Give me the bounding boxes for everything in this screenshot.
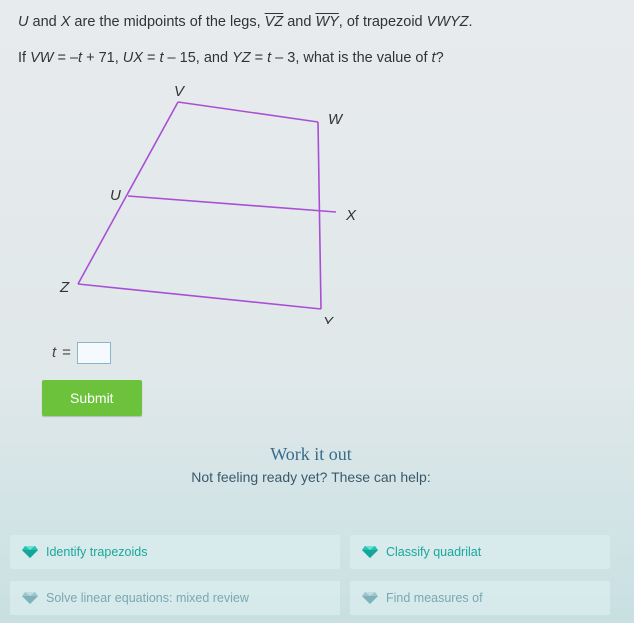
gem-icon <box>22 591 38 605</box>
svg-text:U: U <box>110 187 121 204</box>
help-link-label: Identify trapezoids <box>46 545 147 559</box>
help-link-solve-linear-equations[interactable]: Solve linear equations: mixed review <box>10 581 340 615</box>
answer-var: t <box>52 344 56 361</box>
svg-text:X: X <box>345 207 357 224</box>
work-it-out-subtitle: Not feeling ready yet? These can help: <box>18 469 604 485</box>
help-link-label: Solve linear equations: mixed review <box>46 591 249 605</box>
help-links: Identify trapezoids Classify quadrilat S… <box>10 535 634 615</box>
gem-icon <box>22 545 38 559</box>
answer-row: t = <box>52 342 634 364</box>
svg-text:Y: Y <box>323 314 334 324</box>
trapezoid-diagram: V W U X Z Y <box>38 84 378 324</box>
help-link-find-measures[interactable]: Find measures of <box>350 581 610 615</box>
problem-line-1: U and X are the midpoints of the legs, V… <box>18 12 634 34</box>
answer-input[interactable] <box>77 342 111 364</box>
svg-text:Z: Z <box>59 279 70 296</box>
submit-button[interactable]: Submit <box>42 380 142 416</box>
work-it-out-title: Work it out <box>18 444 604 465</box>
svg-text:V: V <box>174 84 186 100</box>
help-link-label: Find measures of <box>386 591 483 605</box>
svg-text:W: W <box>328 111 344 128</box>
help-link-identify-trapezoids[interactable]: Identify trapezoids <box>10 535 340 569</box>
problem-line-2: If VW = –t + 71, UX = t – 15, and YZ = t… <box>18 48 634 70</box>
help-link-label: Classify quadrilat <box>386 545 481 559</box>
work-it-out-section: Work it out Not feeling ready yet? These… <box>18 444 634 485</box>
help-link-classify-quadrilaterals[interactable]: Classify quadrilat <box>350 535 610 569</box>
gem-icon <box>362 591 378 605</box>
gem-icon <box>362 545 378 559</box>
answer-eq: = <box>62 344 71 361</box>
